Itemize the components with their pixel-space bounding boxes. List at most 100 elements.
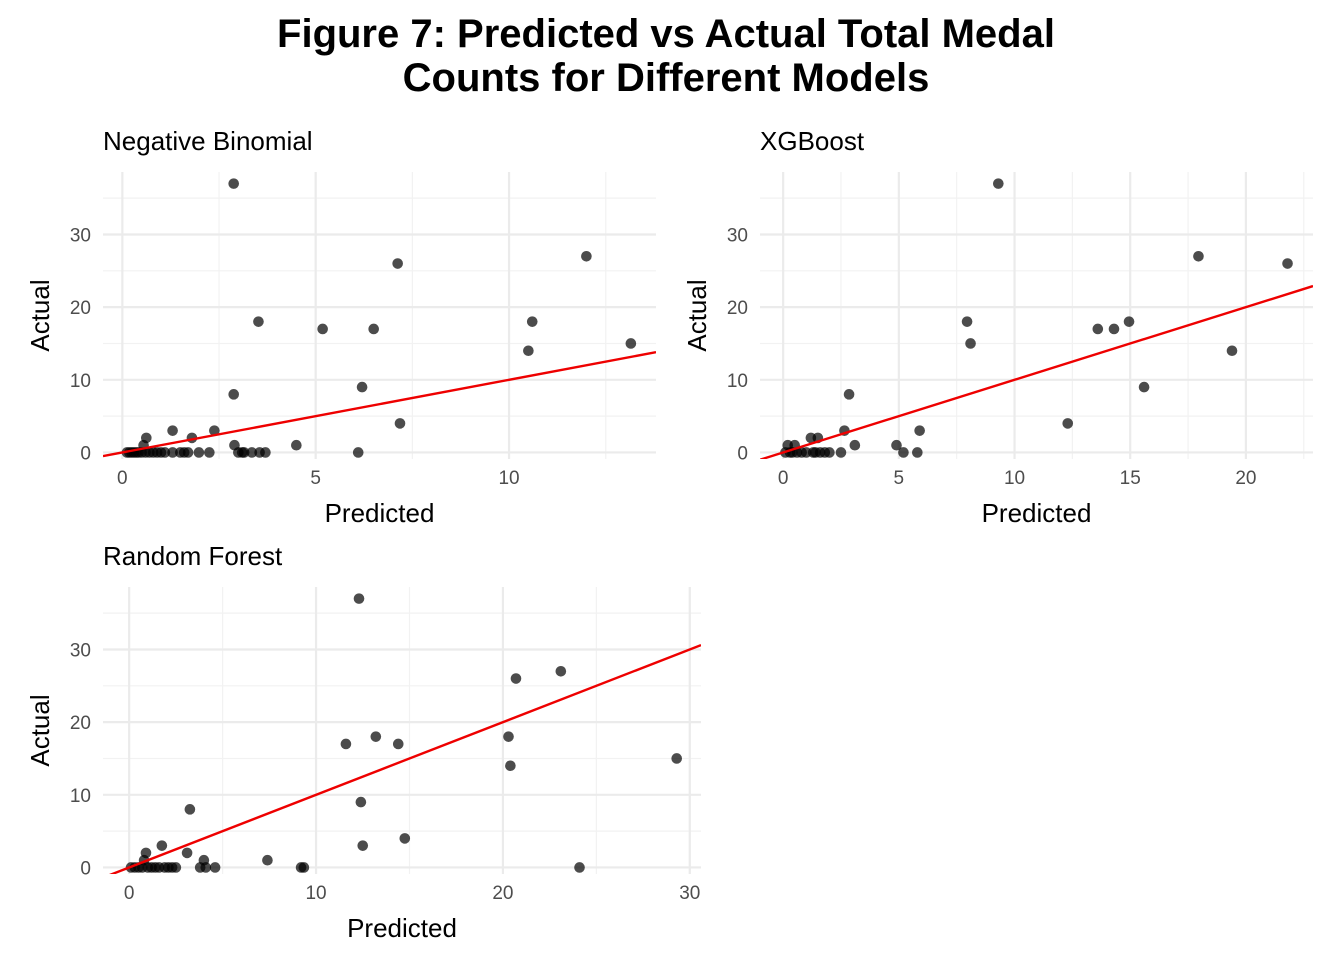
panel-xgboost: 0 5 10 15 20 0 10 20 30 XGBoost Predicted Actual <box>682 126 1313 528</box>
data-point <box>228 389 240 400</box>
data-point <box>1282 258 1293 269</box>
figure-title: Figure 7: Predicted vs Actual Total Meda… <box>0 12 1332 100</box>
data-point <box>505 760 516 772</box>
x-tick-label: 15 <box>1120 468 1141 489</box>
data-point <box>510 673 522 684</box>
data-point <box>581 250 592 262</box>
data-point <box>625 338 637 349</box>
y-tick-label: 0 <box>737 443 748 464</box>
data-point <box>141 432 152 444</box>
data-point <box>260 447 271 458</box>
data-point <box>246 447 258 458</box>
data-point <box>1193 250 1204 262</box>
x-tick-label: 20 <box>1235 468 1256 489</box>
data-point <box>340 738 352 750</box>
y-tick-label: 10 <box>727 371 748 392</box>
y-tick-label: 30 <box>727 225 748 246</box>
data-point <box>1108 323 1120 335</box>
data-point <box>526 316 538 327</box>
data-point <box>204 447 215 458</box>
x-tick-label: 10 <box>498 468 519 489</box>
data-point <box>824 447 835 458</box>
x-axis-label: Predicted <box>347 913 457 943</box>
y-tick-label: 10 <box>70 786 91 807</box>
data-point <box>352 447 364 458</box>
data-point <box>898 447 909 458</box>
data-point <box>1123 316 1135 327</box>
y-tick-label: 20 <box>727 298 748 319</box>
data-point <box>209 425 220 436</box>
data-point <box>253 316 264 327</box>
data-point <box>392 258 403 269</box>
data-point <box>671 753 683 764</box>
data-point <box>298 862 310 873</box>
data-point <box>368 323 379 335</box>
data-point <box>891 439 902 451</box>
x-tick-label: 5 <box>310 468 321 489</box>
x-tick-label: 20 <box>492 883 513 904</box>
panel-negative-binomial: 0 5 10 0 10 20 30 Negative Binomial Predicted Act… <box>25 126 656 528</box>
data-point <box>1226 345 1238 357</box>
data-point <box>238 447 250 458</box>
data-point <box>156 840 168 851</box>
data-point <box>291 439 302 451</box>
x-tick-label: 10 <box>305 883 326 904</box>
y-tick-label: 20 <box>70 298 91 319</box>
panel-random-forest: 0 10 20 30 0 10 20 30 Random Forest Predicted Actu… <box>25 541 701 943</box>
data-point <box>523 345 534 357</box>
x-tick-label: 5 <box>894 468 905 489</box>
data-point <box>961 316 973 327</box>
data-point <box>353 593 365 604</box>
data-point <box>159 447 171 458</box>
reference-line <box>760 284 1313 459</box>
data-point <box>170 862 182 873</box>
data-point <box>370 731 382 742</box>
data-point <box>167 425 178 436</box>
y-tick-label: 30 <box>70 225 91 246</box>
data-point <box>993 178 1004 189</box>
data-point <box>394 418 406 429</box>
y-axis-label: Actual <box>25 694 55 766</box>
data-point <box>209 862 221 873</box>
data-point <box>914 425 925 436</box>
data-point <box>849 439 861 451</box>
data-point <box>167 447 178 458</box>
data-point <box>503 731 514 742</box>
data-point <box>1138 381 1150 393</box>
y-tick-label: 10 <box>70 371 91 392</box>
data-point <box>574 862 585 873</box>
data-point <box>1092 323 1104 335</box>
data-point <box>555 665 567 677</box>
data-point <box>912 447 923 458</box>
x-axis-label: Predicted <box>982 498 1092 528</box>
reference-line <box>103 351 656 458</box>
x-tick-label: 10 <box>1004 468 1025 489</box>
data-point <box>228 178 240 189</box>
y-tick-label: 20 <box>70 713 91 734</box>
data-point <box>355 796 367 808</box>
data-point <box>193 447 205 458</box>
data-point <box>181 847 193 859</box>
reference-line <box>109 644 701 874</box>
data-point <box>1062 418 1074 429</box>
data-point <box>182 447 194 458</box>
data-point <box>843 389 855 400</box>
data-point <box>262 854 273 866</box>
data-point <box>835 447 847 458</box>
figure-title-line-2: Counts for Different Models <box>402 56 930 100</box>
x-axis-label: Predicted <box>325 498 435 528</box>
data-point <box>140 847 152 859</box>
data-point <box>392 738 404 750</box>
panel-title-random-forest: Random Forest <box>103 541 283 571</box>
data-point <box>399 833 411 844</box>
data-point <box>357 840 369 851</box>
data-point <box>356 381 368 393</box>
x-tick-label: 0 <box>117 468 128 489</box>
y-axis-label: Actual <box>682 279 712 351</box>
y-axis-label: Actual <box>25 279 55 351</box>
data-point <box>184 804 196 815</box>
x-tick-label: 30 <box>679 883 700 904</box>
x-tick-label: 0 <box>124 883 135 904</box>
panel-title-negative-binomial: Negative Binomial <box>103 126 313 156</box>
